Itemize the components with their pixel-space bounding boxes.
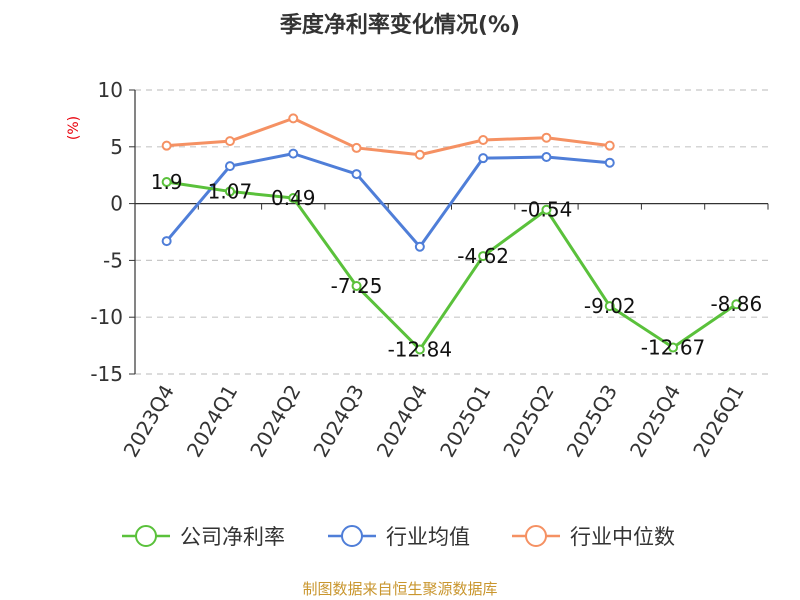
data-point [288,193,299,204]
legend-swatch-marker [525,525,547,547]
series-layer [161,113,742,355]
data-label: -4.62 [457,244,509,268]
legend-swatch-marker [341,525,363,547]
data-point [414,149,425,160]
data-point [288,113,299,124]
data-point [731,299,742,310]
legend-label: 公司净利率 [180,525,285,549]
y-axis-label: (%) [66,116,82,140]
data-point [541,132,552,143]
x-tick-label: 2025Q4 [625,381,685,462]
data-point [351,142,362,153]
data-point [541,152,552,163]
legend: 公司净利率 行业均值 行业中位数 [122,525,675,549]
legend-label: 行业中位数 [570,525,675,549]
y-tick-label: -5 [103,248,123,272]
y-tick-label: 0 [110,192,123,216]
legend-label: 行业均值 [386,525,470,549]
x-tick-label: 2025Q2 [498,381,558,462]
y-tick-label: -15 [90,362,123,386]
data-point [224,136,235,147]
data-label: 1.9 [151,170,183,194]
legend-swatch-marker [135,525,157,547]
data-point [161,177,172,188]
data-point [478,251,489,262]
data-point [541,204,552,215]
series-line [166,116,610,157]
data-label: 1.07 [208,179,253,203]
x-tick-label: 2023Q4 [119,381,179,462]
x-tick-label: 2024Q4 [372,381,432,462]
series-line [166,180,738,351]
data-point [224,161,235,172]
x-tick-label: 2025Q3 [562,381,622,462]
data-label: -0.54 [521,198,573,222]
data-point [288,148,299,159]
y-tick-label: 10 [98,78,123,102]
data-point [351,280,362,291]
data-point [224,186,235,197]
y-tick-label: -10 [90,305,123,329]
x-tick-label: 2025Q1 [435,381,495,462]
x-tick-label: 2024Q2 [245,381,305,462]
x-tick-label: 2026Q1 [688,381,748,462]
data-point [478,134,489,145]
data-label: -9.02 [584,294,636,318]
series-line [165,152,610,249]
data-label: 0.49 [271,186,316,210]
data-label: -12.67 [641,336,705,360]
data-point [604,140,615,151]
data-point [478,153,489,164]
data-point [668,342,679,353]
data-label: -7.25 [331,274,383,298]
x-tick-label: 2024Q3 [308,381,368,462]
x-tick-label: 2024Q1 [182,381,242,462]
data-point [161,236,172,247]
data-source-note: 制图数据来自恒生聚源数据库 [302,580,497,598]
data-point [414,344,425,355]
data-labels: 1.9 1.07 0.49 -7.25 -12.84 -4.62 -0.54 -9.02-12… [151,170,762,361]
y-tick-label: 5 [110,135,123,159]
grid-lines [135,89,768,375]
data-point [414,241,425,252]
data-label: -8.86 [710,292,762,316]
data-point [604,157,615,168]
data-point [604,301,615,312]
data-point [351,169,362,180]
data-point [161,140,172,151]
chart-title: 季度净利率变化情况(%) [280,12,520,38]
data-label: -12.84 [388,337,452,361]
